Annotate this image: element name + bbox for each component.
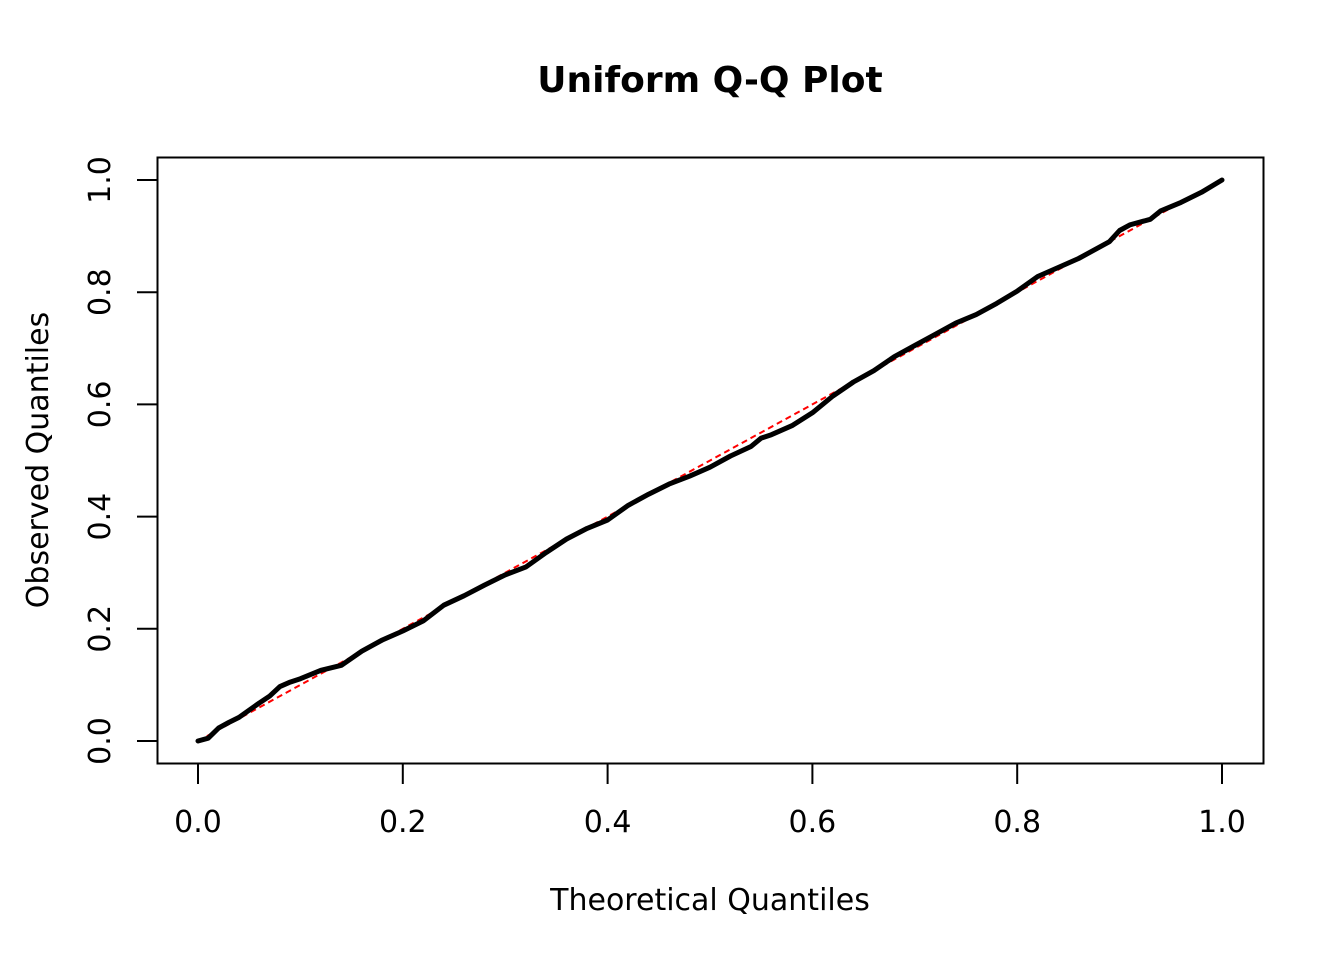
x-tick-label: 0.4 (584, 805, 632, 840)
x-tick-label: 1.0 (1198, 805, 1246, 840)
x-tick-label: 0.0 (174, 805, 222, 840)
x-tick-label: 0.8 (993, 805, 1041, 840)
y-tick-label: 0.0 (83, 717, 118, 765)
y-axis: 0.0 0.2 0.4 0.6 0.8 1.0 (83, 156, 159, 765)
chart-title: Uniform Q-Q Plot (537, 60, 882, 101)
x-axis: 0.0 0.2 0.4 0.6 0.8 1.0 (174, 762, 1246, 840)
x-axis-label: Theoretical Quantiles (549, 883, 870, 918)
y-tick-label: 0.6 (83, 381, 118, 429)
x-tick-label: 0.6 (789, 805, 837, 840)
y-tick-label: 0.8 (83, 268, 118, 316)
y-tick-label: 1.0 (83, 156, 118, 204)
y-tick-label: 0.4 (83, 493, 118, 541)
series-line (195, 177, 1225, 744)
y-tick-label: 0.2 (83, 605, 118, 653)
x-tick-label: 0.2 (379, 805, 427, 840)
y-axis-label: Observed Quantiles (21, 312, 56, 608)
